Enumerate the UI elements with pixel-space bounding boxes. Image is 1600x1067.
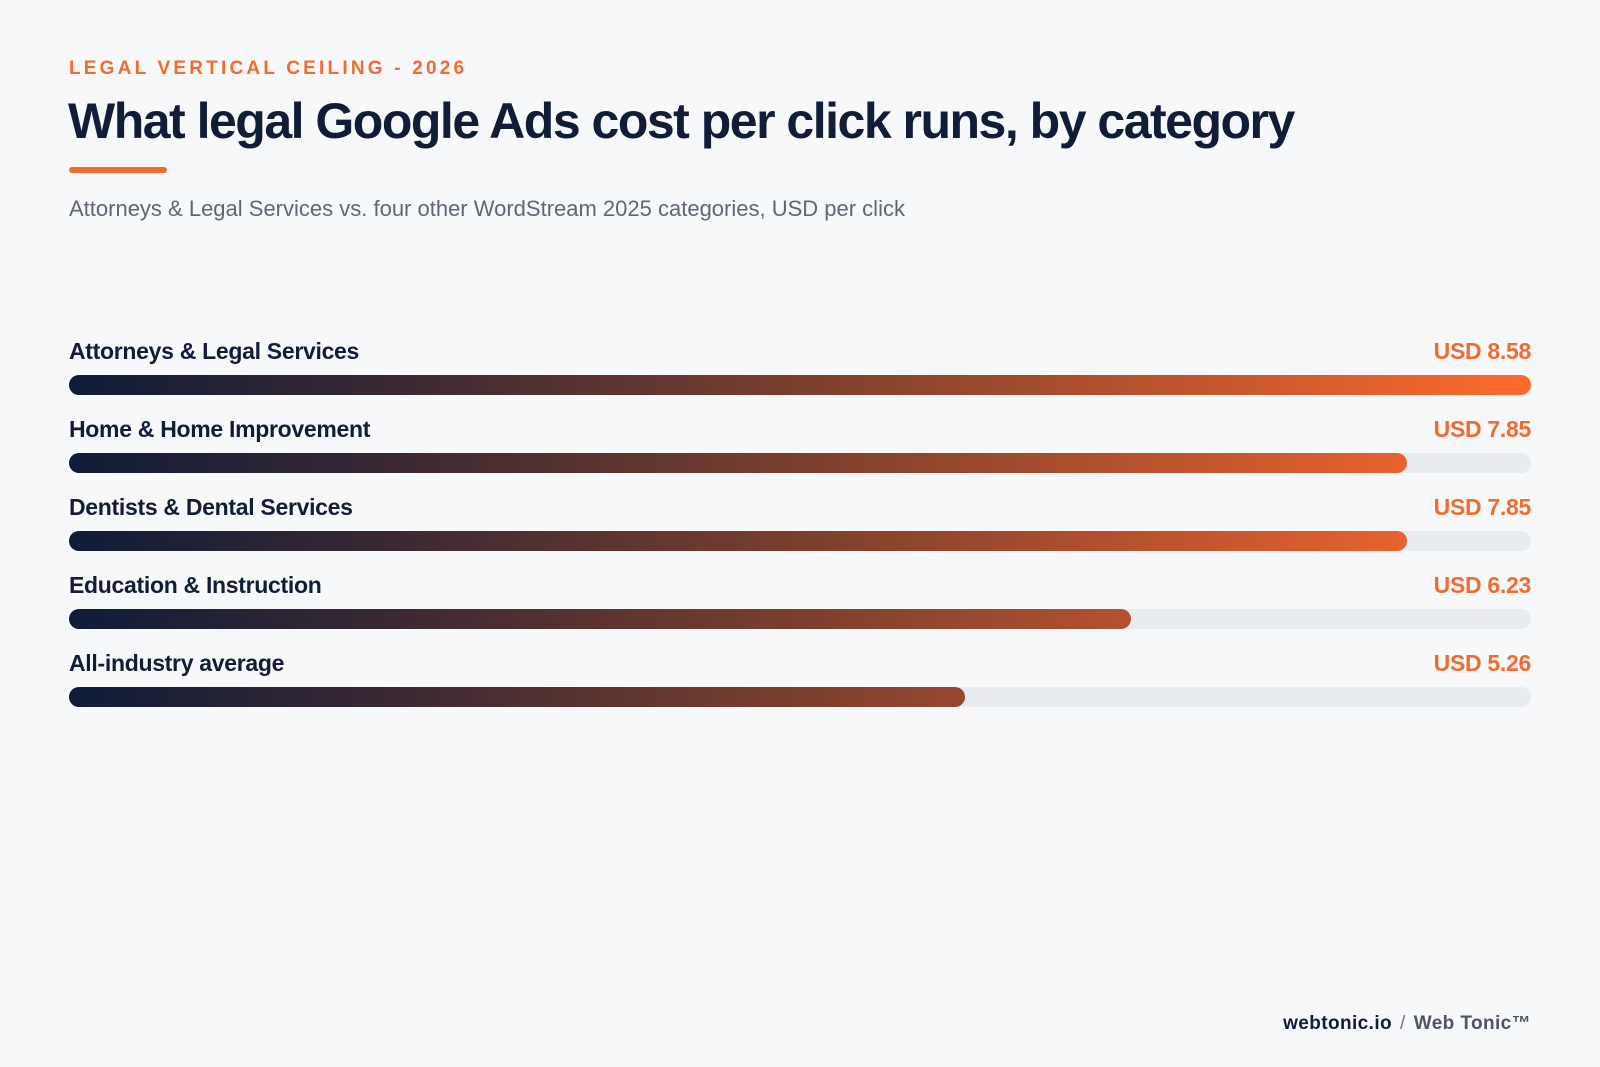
bar-label: Home & Home Improvement (69, 416, 371, 442)
bar (69, 531, 1407, 551)
footer-credit: webtonic.io / Web Tonic™ (1283, 1013, 1531, 1035)
bar-row: All-industry average USD 5.26 (69, 648, 1531, 726)
footer-separator: / (1400, 1013, 1406, 1034)
bar-track (69, 375, 1531, 395)
chart-subtitle: Attorneys & Legal Services vs. four othe… (69, 196, 905, 221)
bar-value-label: USD 7.85 (1433, 416, 1532, 442)
bar-track (69, 609, 1531, 629)
bar-chart: Attorneys & Legal Services USD 8.58 Home &… (69, 336, 1531, 726)
bar-label: Dentists & Dental Services (69, 494, 353, 520)
bar (69, 453, 1407, 473)
bar-value-label: USD 8.58 (1433, 338, 1532, 364)
bar (69, 687, 966, 707)
bar (69, 375, 1531, 395)
bar-value-label: USD 5.26 (1433, 650, 1532, 676)
title-underline (69, 167, 167, 173)
bar-track (69, 687, 1531, 707)
bar-label: Attorneys & Legal Services (69, 338, 360, 364)
bar-track (69, 531, 1531, 551)
footer-domain: webtonic.io (1283, 1013, 1393, 1034)
bar-row: Education & Instruction USD 6.23 (69, 570, 1531, 648)
bar-row: Home & Home Improvement USD 7.85 (69, 414, 1531, 492)
footer-brand: Web Tonic™ (1413, 1013, 1531, 1034)
bar-row: Dentists & Dental Services USD 7.85 (69, 492, 1531, 570)
bar (69, 609, 1131, 629)
bar-row: Attorneys & Legal Services USD 8.58 (69, 336, 1531, 414)
bar-track (69, 453, 1531, 473)
bar-label: All-industry average (69, 650, 285, 676)
eyebrow-label: LEGAL VERTICAL CEILING - 2026 (69, 58, 468, 79)
bar-value-label: USD 6.23 (1433, 572, 1532, 598)
bar-label: Education & Instruction (69, 572, 322, 598)
page-title: What legal Google Ads cost per click run… (68, 93, 1295, 149)
bar-value-label: USD 7.85 (1433, 494, 1532, 520)
